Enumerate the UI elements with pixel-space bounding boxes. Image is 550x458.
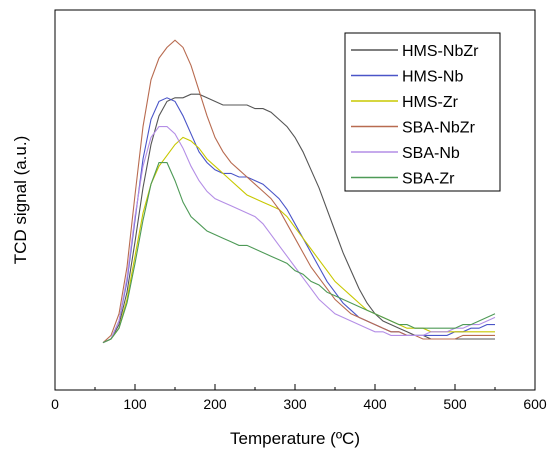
legend: HMS-NbZr HMS-Nb HMS-Zr SBA-NbZr SBA-Nb SBA-Zr	[344, 32, 501, 192]
x-tick-label: 200	[203, 396, 227, 412]
series-line-hms-zr	[102, 136, 495, 344]
legend-label-sba-nb: SBA-Nb	[402, 145, 460, 162]
x-axis-ticks: 0 100 200 300 400 500 600	[51, 384, 547, 412]
x-tick-label: 300	[283, 396, 307, 412]
x-axis-title: Temperature (ºC)	[230, 429, 360, 448]
legend-label-sba-zr: SBA-Zr	[402, 171, 455, 188]
legend-label-hms-zr: HMS-Zr	[402, 94, 459, 111]
legend-label-sba-nbzr: SBA-NbZr	[402, 120, 476, 137]
x-tick-label: 400	[363, 396, 387, 412]
legend-label-hms-nb: HMS-Nb	[402, 69, 463, 86]
legend-label-hms-nbzr: HMS-NbZr	[402, 43, 479, 60]
series-line-sba-nbzr	[102, 39, 495, 344]
x-tick-label: 600	[523, 396, 547, 412]
x-tick-label: 100	[123, 396, 147, 412]
series-layer	[102, 39, 496, 344]
x-tick-label: 500	[443, 396, 467, 412]
y-axis-title: TCD signal (a.u.)	[11, 136, 30, 264]
x-tick-label: 0	[51, 396, 59, 412]
series-line-hms-nb	[102, 97, 495, 344]
legend-box	[344, 32, 501, 192]
series-line-hms-nbzr	[102, 93, 495, 344]
series-line-sba-zr	[102, 162, 496, 344]
